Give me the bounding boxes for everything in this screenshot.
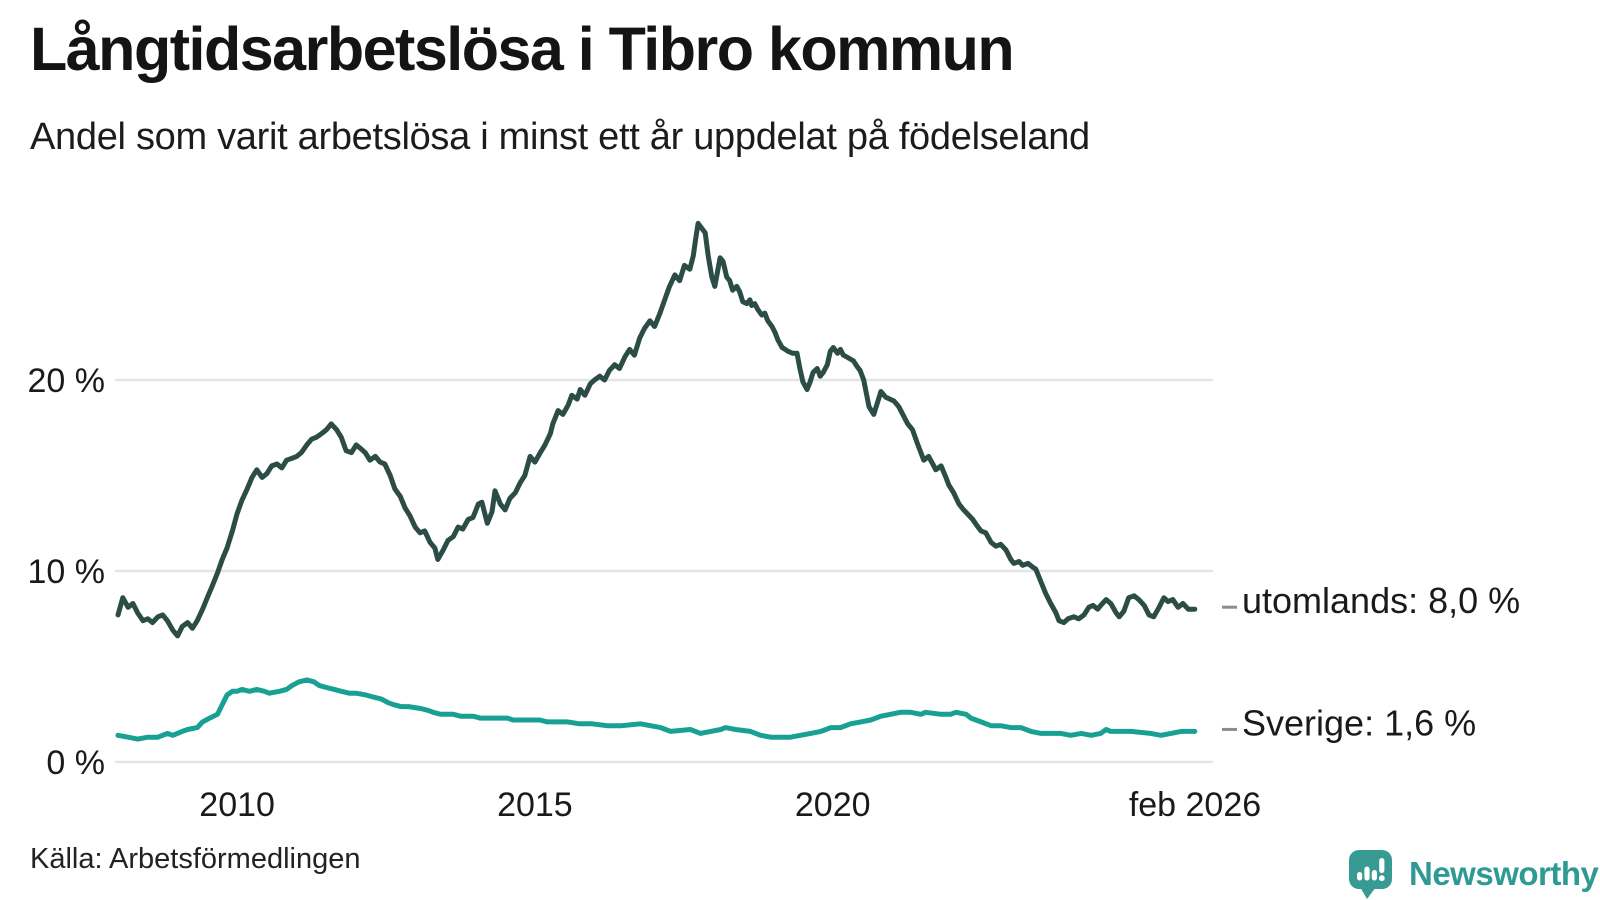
x-axis-tick-label: 2010 [199,786,275,824]
source-note: Källa: Arbetsförmedlingen [30,843,361,875]
y-axis-tick-label: 20 % [28,362,106,400]
newsworthy-logo: Newsworthy [1346,848,1599,900]
chart-subtitle: Andel som varit arbetslösa i minst ett å… [30,116,1090,158]
series-end-label-Sverige: Sverige: 1,6 % [1242,702,1476,743]
series-line-utomlands [115,220,1198,639]
x-axis-tick-label: 2020 [795,786,871,824]
y-axis-tick-label: 0 % [46,744,105,782]
x-axis-tick-label: 2015 [497,786,573,824]
series-end-label-utomlands: utomlands: 8,0 % [1242,580,1520,621]
newsworthy-bubble-icon [1349,850,1392,899]
newsworthy-wordmark: Newsworthy [1409,855,1599,892]
x-axis-tick-label: feb 2026 [1129,786,1261,824]
series-line-Sverige [115,677,1198,742]
y-axis-tick-label: 10 % [28,553,106,591]
page-title: Långtidsarbetslösa i Tibro kommun [30,15,1015,83]
